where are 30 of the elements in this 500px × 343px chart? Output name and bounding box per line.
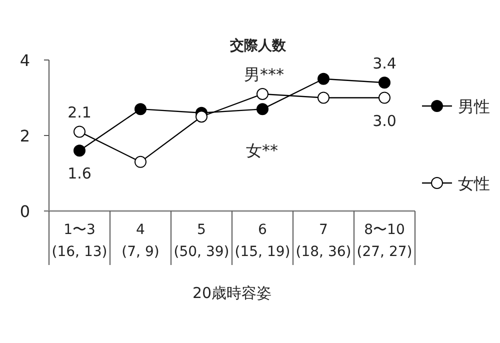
point [134,156,146,168]
data-label: 3.0 [372,112,396,130]
x-tick-label: 4 (7, 9) [122,222,160,260]
data-label: 3.4 [372,54,396,73]
x-axis-title: 20歳時容姿 [192,284,272,302]
point [74,144,86,157]
point [378,92,390,104]
x-tick-label: 7 (18, 36) [296,222,352,260]
annotation: 女** [246,141,278,160]
point [74,126,86,138]
legend-label: 女性 [458,174,490,193]
point [318,72,330,85]
point [134,103,146,116]
data-label: 2.1 [68,104,92,122]
point [256,103,268,116]
y-tick-label: 2 [20,126,30,146]
y-tick-label: 0 [20,202,30,221]
x-tick-label: 6 (15, 19) [234,222,290,260]
x-tick-label: 1〜3 (16, 13) [52,222,108,260]
point [196,110,208,123]
legend-label: 男性 [458,97,490,116]
x-tick-label: 5 (50, 39) [174,222,230,260]
data-label: 1.6 [68,164,92,183]
point [256,88,268,100]
point [378,76,390,89]
x-tick-label: 8〜10 (27, 27) [356,222,412,260]
point [318,92,330,104]
annotation: 男*** [244,65,284,84]
y-tick-label: 4 [20,51,30,70]
chart-title: 交際人数 [229,37,287,54]
